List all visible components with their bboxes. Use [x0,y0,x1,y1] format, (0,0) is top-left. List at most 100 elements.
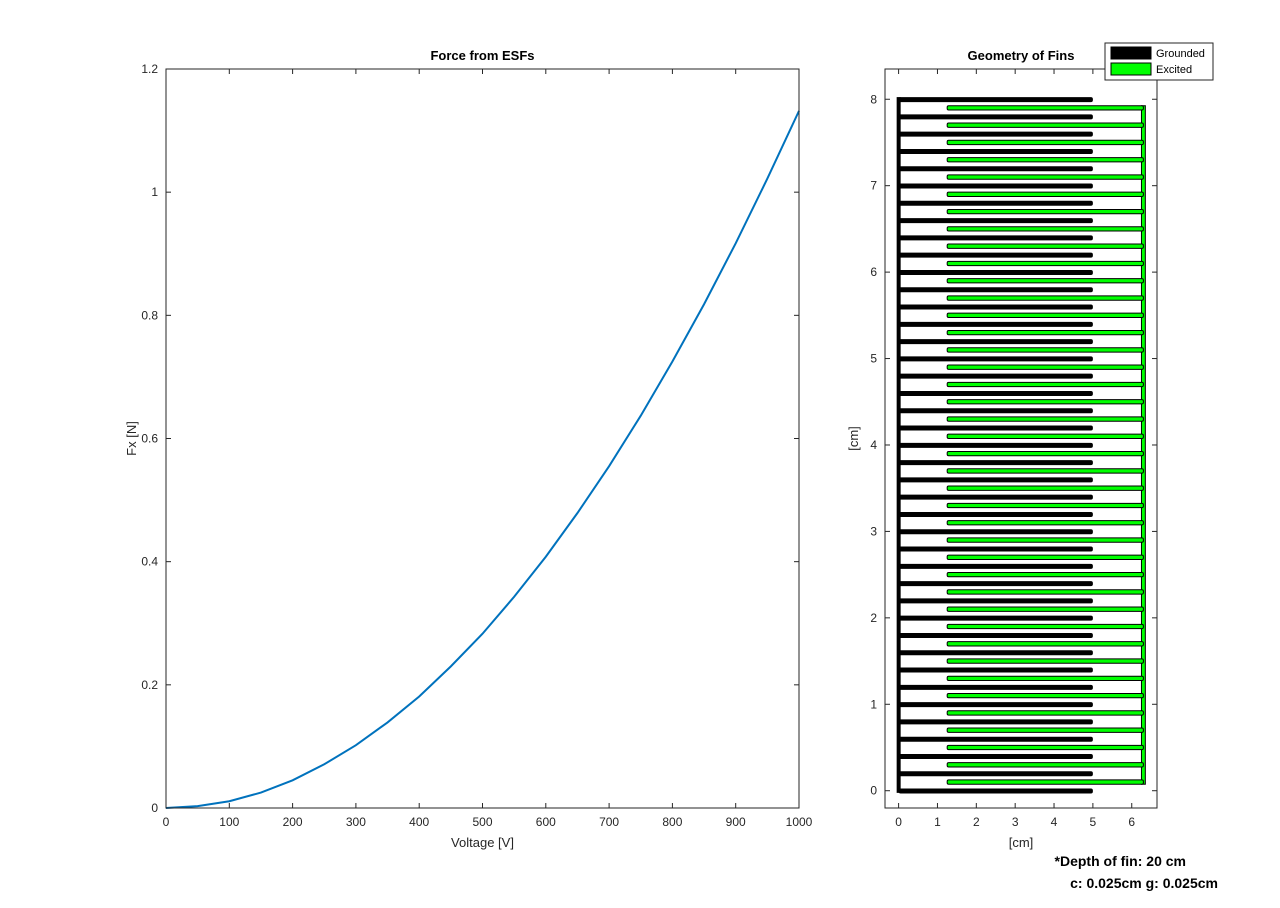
grounded-fin [898,373,1093,379]
excited-fin [946,278,1144,284]
grounded-fin [898,460,1093,466]
series-line [165,110,800,809]
grounded-fin [898,339,1093,345]
y-tick-label: 8 [870,92,877,106]
excited-fin [946,450,1144,457]
x-axis-label: Voltage [V] [451,835,514,850]
excited-fin [946,554,1144,561]
grounded-fin [898,321,1093,327]
grounded-fin [898,736,1093,742]
legend-label: Grounded [1156,48,1205,60]
y-tick-label: 0.6 [141,432,158,446]
excited-fin [946,226,1144,232]
grounded-fin [898,356,1093,362]
excited-fin [946,589,1144,595]
y-axis-label: Fx [N] [124,421,139,456]
grounded-fin [898,788,1093,794]
grounded-fin [898,183,1093,189]
y-tick-label: 0 [151,801,158,815]
grounded-fin [898,218,1093,224]
grounded-fin [898,632,1093,638]
excited-fin [946,641,1144,647]
excited-fin [946,243,1144,249]
y-tick-label: 1.2 [141,62,158,76]
grounded-fin [898,546,1093,552]
excited-fin [946,416,1144,422]
grounded-fin [898,166,1093,172]
grounded-fin [898,97,1093,103]
y-tick-label: 0 [870,784,877,798]
x-axis-label: [cm] [1009,835,1034,850]
y-tick-label: 5 [870,352,877,366]
grounded-fin [898,252,1093,258]
grounded-fin [898,719,1093,725]
y-axis-label: [cm] [846,426,861,451]
y-tick-label: 7 [870,179,877,193]
excited-fin [946,502,1144,509]
grounded-fin [898,477,1093,483]
x-tick-label: 800 [662,815,682,829]
y-tick-label: 1 [151,185,158,199]
legend-swatch [1110,46,1152,60]
excited-fin [946,571,1144,578]
y-tick-label: 0.4 [141,555,158,569]
excited-fin [946,779,1144,785]
x-tick-label: 3 [1012,815,1019,829]
y-tick-label: 3 [870,524,877,538]
excited-fin [946,260,1144,267]
grounded-fin [898,114,1093,120]
x-tick-label: 1 [934,815,941,829]
excited-fin [946,399,1144,405]
x-tick-label: 100 [219,815,239,829]
depth-of-fin-note: *Depth of fin: 20 cm [1054,853,1186,869]
excited-fin [946,191,1144,197]
grounded-fin [898,269,1093,275]
grounded-fin [898,615,1093,621]
excited-fin [946,623,1144,630]
excited-fin [946,312,1144,318]
grounded-fin [898,667,1093,673]
excited-fin [946,606,1144,612]
plot-title: Force from ESFs [430,48,534,63]
excited-fin [946,537,1144,543]
x-tick-label: 200 [283,815,303,829]
y-tick-label: 0.8 [141,308,158,322]
excited-fin [946,208,1144,215]
excited-fin [946,364,1144,370]
x-tick-label: 4 [1051,815,1058,829]
grounded-fin [898,287,1093,293]
excited-fin [946,295,1144,301]
gap-note: c: 0.025cm g: 0.025cm [1070,875,1218,891]
excited-fin [946,174,1144,180]
x-tick-label: 900 [726,815,746,829]
grounded-fin [898,131,1093,137]
excited-fin [946,381,1144,388]
x-tick-label: 5 [1090,815,1097,829]
excited-fin [946,329,1144,336]
grounded-electrode [896,97,1093,794]
x-tick-label: 2 [973,815,980,829]
grounded-fin [898,390,1093,396]
grounded-fin [898,650,1093,656]
y-tick-label: 0.2 [141,678,158,692]
legend: Grounded Excited [1104,42,1214,81]
axes-box [165,68,800,809]
excited-fin [946,347,1144,353]
grounded-fin [898,771,1093,777]
grounded-fin [898,148,1093,154]
excited-fin [946,105,1144,111]
y-tick-label: 4 [870,438,877,452]
x-tick-label: 6 [1128,815,1135,829]
plot-title: Geometry of Fins [968,48,1075,63]
grounded-fin [898,702,1093,708]
excited-spine [1140,105,1146,785]
excited-electrode [946,105,1146,785]
excited-fin [946,658,1144,664]
grounded-fin [898,598,1093,604]
x-tick-label: 300 [346,815,366,829]
grounded-fin [898,200,1093,206]
excited-fin [946,762,1144,768]
grounded-fin [898,511,1093,517]
x-tick-label: 400 [409,815,429,829]
grounded-fin [898,529,1093,535]
